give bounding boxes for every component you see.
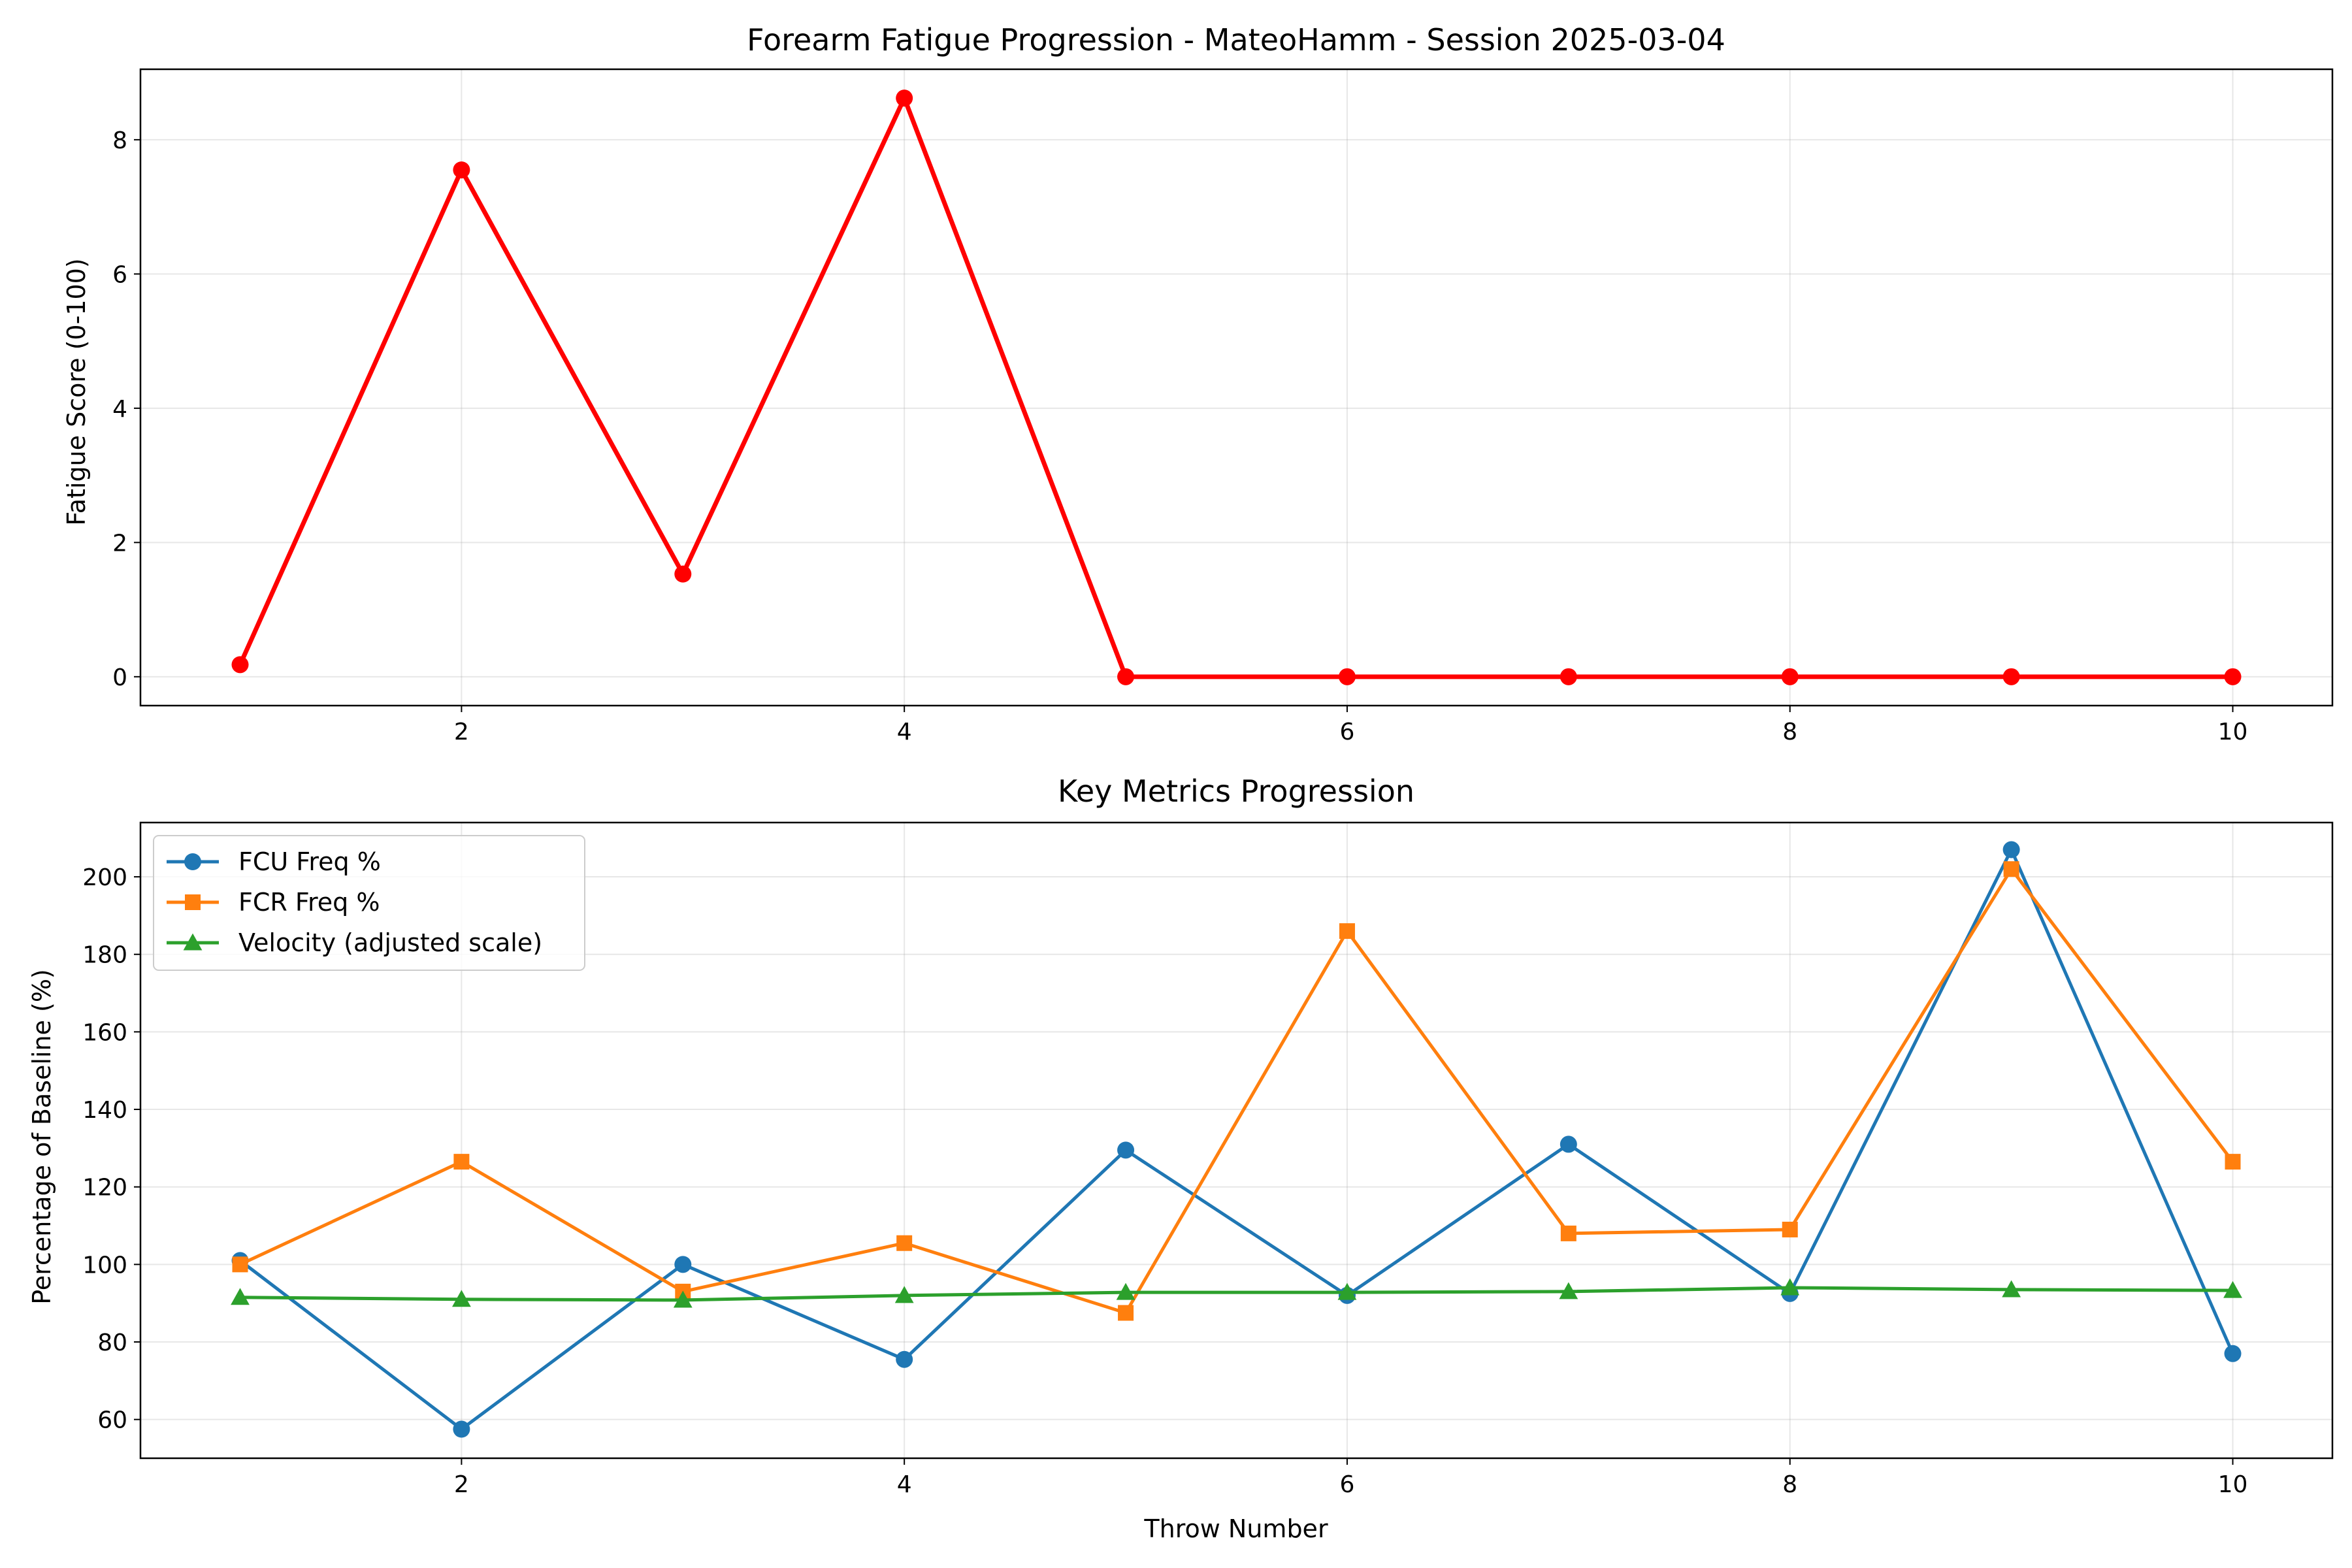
metrics-velocity-adjusted-scale-point: [894, 1286, 914, 1303]
metrics-y-tick-label: 60: [97, 1407, 127, 1434]
metrics-chart-title: Key Metrics Progression: [1058, 774, 1414, 809]
fatigue-y-axis-label: Fatigue Score (0-100): [62, 258, 91, 525]
metrics-fcu-freq-point: [2002, 841, 2020, 858]
metrics-velocity-adjusted-scale-point: [1337, 1282, 1357, 1300]
fatigue-fatigue-score-point: [1338, 668, 1356, 685]
fatigue-plot-frame: [139, 68, 2334, 707]
fatigue-fatigue-score-point: [2224, 668, 2242, 685]
fatigue-x-tick-label: 6: [1339, 719, 1354, 745]
fatigue-y-tick-label: 0: [112, 664, 127, 691]
legend-fcr-freq-marker: [185, 894, 201, 910]
metrics-velocity-adjusted-scale-point: [1116, 1282, 1135, 1300]
fatigue-fatigue-score-line: [238, 95, 2235, 679]
metrics-y-tick-label: 200: [82, 864, 127, 891]
metrics-plot-frame: [139, 821, 2334, 1460]
fatigue-fatigue-score-point: [1560, 668, 1577, 685]
metrics-y-tick-label: 140: [82, 1097, 127, 1124]
metrics-fcr-freq-point: [896, 1235, 913, 1251]
metrics-velocity-adjusted-scale-line: [238, 1286, 2234, 1302]
metrics-y-tick-label: 160: [82, 1019, 127, 1046]
fatigue-fatigue-score-point: [674, 565, 692, 583]
metrics-y-tick-label: 80: [97, 1330, 127, 1356]
fatigue-chart-title: Forearm Fatigue Progression - MateoHamm …: [747, 22, 1725, 57]
fatigue-y-tick-label: 8: [112, 127, 127, 154]
fatigue-fatigue-score-point: [231, 656, 249, 674]
metrics-velocity-adjusted-scale-point: [451, 1290, 471, 1307]
legend-fcr-freq-label: FCR Freq %: [238, 888, 380, 917]
metrics-x-tick-label: 4: [897, 1471, 912, 1498]
fatigue-y-tick-label: 4: [112, 396, 127, 423]
legend-velocity-adjusted-scale-marker: [183, 933, 203, 951]
fatigue-fatigue-score-point: [1117, 668, 1135, 685]
metrics-fcu-freq-point: [674, 1256, 692, 1273]
metrics-fcr-freq-point: [232, 1256, 248, 1273]
metrics-velocity-adjusted-scale-point: [1559, 1282, 1578, 1299]
metrics-legend-box: [153, 835, 585, 971]
metrics-x-tick-label: 8: [1782, 1471, 1797, 1498]
metrics-velocity-adjusted-scale-point: [2002, 1280, 2021, 1298]
metrics-fcr-freq-point: [453, 1154, 470, 1170]
fatigue-x-tick-label: 2: [454, 719, 469, 745]
metrics-y-tick-label: 180: [82, 942, 127, 969]
fatigue-fatigue-score-point: [1781, 668, 1799, 685]
fatigue-fatigue-score-point: [453, 161, 470, 179]
metrics-fcu-freq-point: [2224, 1345, 2242, 1362]
metrics-fcu-freq-point: [1117, 1141, 1135, 1159]
legend-fcu-freq-label: FCU Freq %: [238, 847, 381, 876]
legend-velocity-adjusted-scale-label: Velocity (adjusted scale): [238, 928, 542, 957]
metrics-velocity-adjusted-scale-point: [2223, 1281, 2242, 1298]
fatigue-y-tick-label: 6: [112, 261, 127, 288]
fatigue-fatigue-score-point: [2002, 668, 2020, 685]
metrics-velocity-adjusted-scale-point: [673, 1290, 693, 1308]
fatigue-chart: Forearm Fatigue Progression - MateoHamm …: [62, 22, 2334, 745]
metrics-fcu-freq-point: [453, 1420, 470, 1438]
metrics-x-tick-label: 6: [1339, 1471, 1354, 1498]
metrics-chart: Key Metrics Progression Percentage of Ba…: [27, 774, 2334, 1543]
fatigue-x-tick-label: 10: [2218, 719, 2248, 745]
metrics-fcr-freq-point: [2003, 861, 2019, 877]
metrics-velocity-adjusted-scale-point: [1780, 1278, 1800, 1296]
metrics-y-axis-label: Percentage of Baseline (%): [27, 969, 56, 1305]
metrics-fcr-freq-point: [2225, 1154, 2241, 1170]
metrics-x-axis-label: Throw Number: [1143, 1514, 1328, 1543]
metrics-fcr-freq-line: [238, 867, 2234, 1315]
fatigue-fatigue-score-point: [896, 90, 913, 107]
metrics-fcu-freq-line: [238, 848, 2234, 1431]
metrics-x-tick-label: 10: [2218, 1471, 2248, 1498]
metrics-fcr-freq-point: [1118, 1305, 1134, 1321]
metrics-fcr-freq-point: [1560, 1225, 1576, 1241]
metrics-fcu-freq-point: [896, 1350, 913, 1368]
fatigue-y-tick-label: 2: [112, 530, 127, 557]
metrics-y-tick-label: 100: [82, 1252, 127, 1279]
metrics-y-tick-label: 120: [82, 1175, 127, 1201]
fatigue-x-tick-label: 4: [897, 719, 912, 745]
legend-fcu-freq-marker: [184, 853, 201, 870]
metrics-velocity-adjusted-scale-point: [231, 1288, 250, 1305]
metrics-x-tick-label: 2: [454, 1471, 469, 1498]
metrics-fcr-freq-point: [1339, 923, 1355, 939]
metrics-fcr-freq-point: [1782, 1221, 1798, 1237]
fatigue-x-tick-label: 8: [1782, 719, 1797, 745]
metrics-fcu-freq-point: [1560, 1135, 1577, 1153]
